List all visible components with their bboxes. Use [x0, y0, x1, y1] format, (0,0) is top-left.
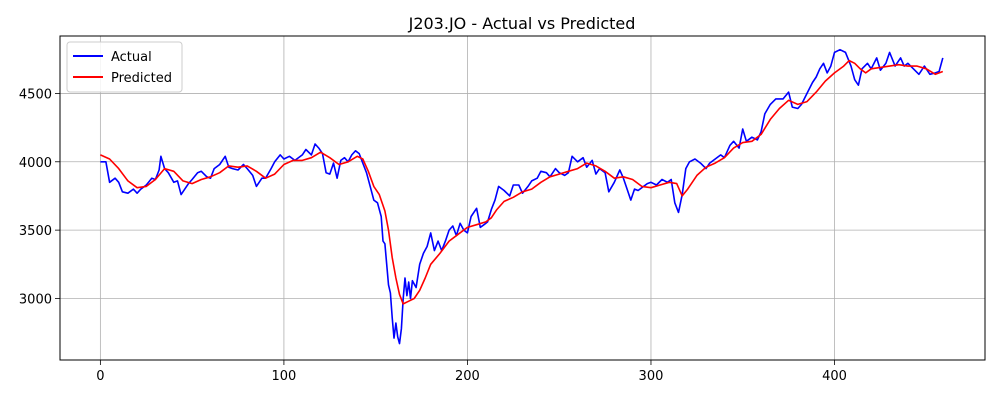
y-tick-label: 3000 [19, 292, 52, 307]
series-layer [100, 48, 944, 345]
legend-label-predicted: Predicted [111, 71, 172, 86]
legend: Actual Predicted [66, 41, 183, 93]
x-tick-label: 0 [96, 369, 104, 384]
series-line-actual [100, 48, 944, 345]
x-tick-label: 200 [455, 369, 480, 384]
legend-box [66, 41, 183, 93]
x-tick-label: 100 [271, 369, 296, 384]
grid [60, 36, 985, 360]
axis-ticks: 0 100 200 300 400 3000 3500 4000 4500 [19, 87, 847, 384]
y-tick-label: 4500 [19, 87, 52, 102]
y-tick-label: 3500 [19, 224, 52, 239]
series-line-predicted [100, 59, 944, 305]
chart-title: J203.JO - Actual vs Predicted [408, 14, 636, 33]
plot-frame [59, 35, 986, 361]
y-tick-label: 4000 [19, 156, 52, 171]
x-tick-label: 300 [639, 369, 664, 384]
legend-label-actual: Actual [111, 50, 152, 65]
x-tick-label: 400 [822, 369, 847, 384]
